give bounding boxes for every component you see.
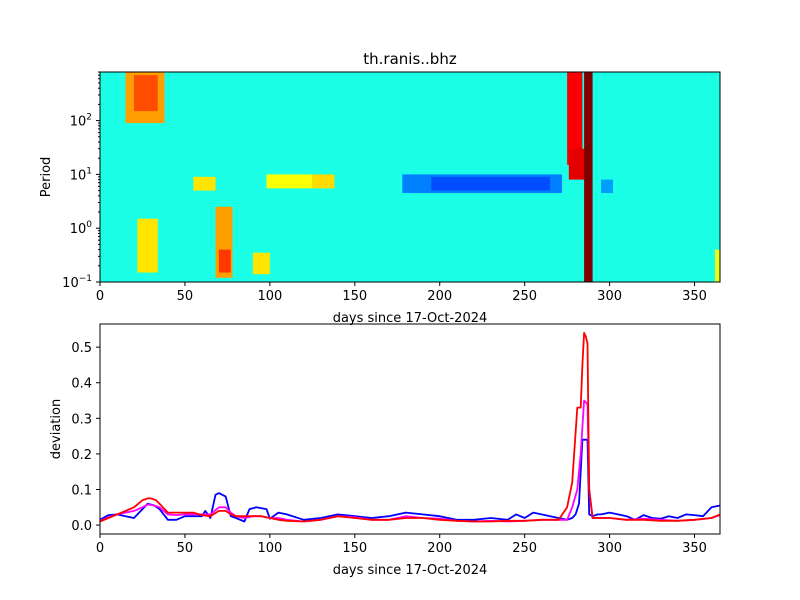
heatmap-cell <box>584 72 593 282</box>
heatmap-y-axis-label: Period <box>39 157 54 198</box>
heatmap-cells <box>100 72 720 282</box>
x-tick-label: 100 <box>257 289 282 304</box>
heatmap-x-axis-label: days since 17-Oct-2024 <box>333 311 488 326</box>
heatmap-x-ticks: 0 50 100 150 200 250 300 350 <box>96 282 707 304</box>
heatmap-cell <box>714 249 720 282</box>
y-tick-label: 0.0 <box>71 519 92 534</box>
heatmap-cell <box>601 179 613 194</box>
x-tick-label: 0 <box>96 289 104 304</box>
y-tick-label: 0.5 <box>71 341 92 356</box>
heatmap-title: th.ranis..bhz <box>363 50 457 68</box>
heatmap-cell <box>218 249 231 273</box>
deviation-series-line <box>99 332 721 523</box>
deviation-y-axis-label: deviation <box>49 399 64 459</box>
y-tick-label: 0.3 <box>71 412 92 427</box>
heatmap-cell <box>266 174 313 189</box>
y-tick-label: 10−1 <box>62 274 92 291</box>
x-tick-label: 50 <box>177 541 194 556</box>
deviation-x-ticks: 0 50 100 150 200 250 300 350 <box>96 534 707 556</box>
heatmap-cell <box>252 252 270 275</box>
heatmap-cell <box>431 176 551 191</box>
heatmap-cell <box>133 75 158 112</box>
y-tick-label: 0.4 <box>71 377 92 392</box>
x-tick-label: 300 <box>597 541 622 556</box>
x-tick-label: 100 <box>257 541 282 556</box>
deviation-frame <box>99 323 721 535</box>
x-tick-label: 150 <box>342 541 367 556</box>
x-tick-label: 300 <box>597 289 622 304</box>
deviation-series-line <box>99 399 721 523</box>
x-tick-label: 350 <box>682 541 707 556</box>
heatmap-y-ticks: 10−1 100 101 102 <box>62 71 100 291</box>
deviation-panel: 0 50 100 150 200 250 300 350 0.0 0.1 0.2 0.3 0.4 0.5… <box>49 323 721 578</box>
deviation-series-line <box>99 438 721 523</box>
y-tick-label: 101 <box>70 166 92 183</box>
x-tick-label: 0 <box>96 541 104 556</box>
x-tick-label: 350 <box>682 289 707 304</box>
heatmap-cell <box>193 176 216 191</box>
heatmap-cell <box>312 174 335 189</box>
x-tick-label: 200 <box>427 541 452 556</box>
heatmap-panel: th.ranis..bhz 0 50 100 150 200 250 300 350 10−1… <box>39 50 721 326</box>
x-tick-label: 250 <box>512 289 537 304</box>
x-tick-label: 200 <box>427 289 452 304</box>
y-tick-label: 102 <box>70 113 92 130</box>
heatmap-cell <box>137 218 158 273</box>
x-tick-label: 150 <box>342 289 367 304</box>
heatmap-cell <box>567 72 583 165</box>
x-tick-label: 50 <box>177 289 194 304</box>
deviation-x-axis-label: days since 17-Oct-2024 <box>333 563 488 578</box>
deviation-y-ticks: 0.0 0.1 0.2 0.3 0.4 0.5 <box>71 341 100 534</box>
y-tick-label: 0.1 <box>71 484 92 499</box>
y-tick-label: 0.2 <box>71 448 92 463</box>
y-tick-label: 100 <box>70 220 93 237</box>
deviation-lines <box>99 332 721 523</box>
heatmap-cell <box>568 148 590 180</box>
x-tick-label: 250 <box>512 541 537 556</box>
